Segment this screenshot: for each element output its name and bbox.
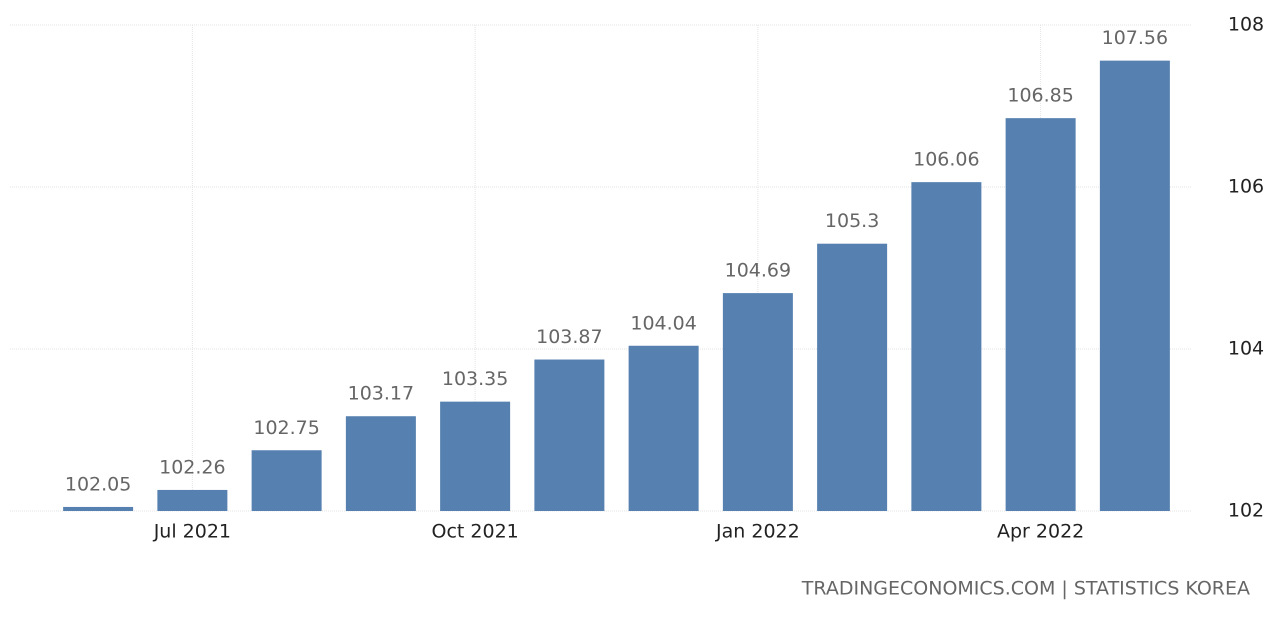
x-tick-label: Jan 2022: [715, 521, 800, 543]
bar: [251, 450, 322, 511]
value-label: 107.56: [1102, 27, 1168, 49]
source-note: TRADINGECONOMICS.COM | STATISTICS KOREA: [801, 578, 1250, 600]
y-tick-label: 106: [1228, 176, 1264, 198]
value-label: 103.87: [536, 326, 602, 348]
value-label: 104.04: [630, 312, 696, 334]
y-tick-label: 108: [1228, 14, 1264, 36]
value-label: 102.26: [159, 456, 225, 478]
y-tick-label: 102: [1228, 500, 1264, 522]
bar: [345, 416, 416, 511]
bar: [1099, 60, 1170, 511]
value-label: 104.69: [725, 260, 791, 282]
value-label: 106.85: [1007, 85, 1073, 107]
value-label: 103.35: [442, 368, 508, 390]
bar: [534, 359, 605, 511]
bar: [63, 506, 134, 511]
bar: [1005, 118, 1076, 512]
value-label: 102.75: [253, 417, 319, 439]
x-tick-label: Jul 2021: [153, 521, 231, 543]
bar: [911, 182, 982, 511]
x-tick-label: Apr 2022: [997, 521, 1084, 543]
x-tick-label: Oct 2021: [432, 521, 519, 543]
value-label: 103.17: [348, 383, 414, 405]
value-label: 105.3: [825, 210, 879, 232]
bar: [440, 401, 511, 511]
bar: [817, 243, 888, 511]
y-tick-label: 104: [1228, 338, 1264, 360]
value-label: 102.05: [65, 473, 131, 495]
value-label: 106.06: [913, 149, 979, 171]
bar: [628, 345, 699, 511]
bar: [157, 489, 228, 511]
bar: [722, 293, 793, 511]
